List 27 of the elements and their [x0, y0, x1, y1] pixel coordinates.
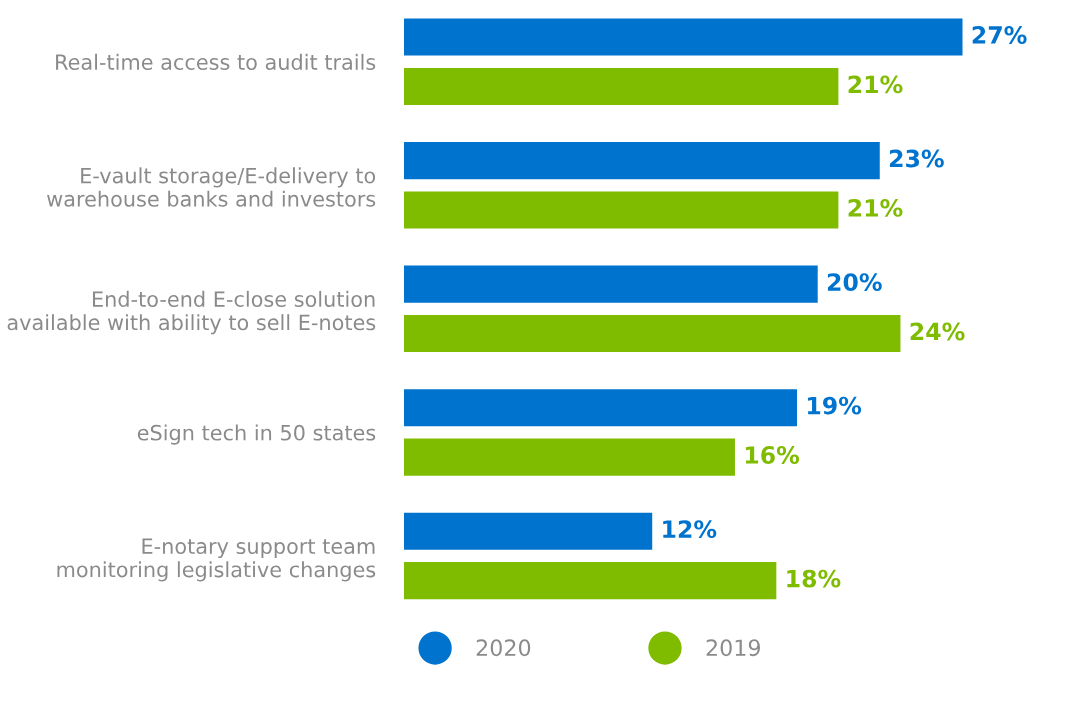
data-label: 23% [889, 149, 944, 168]
data-label: 16% [745, 446, 800, 464]
y-tick-label: Real-time access to audit trails [56, 53, 376, 70]
data-label: 24% [910, 322, 965, 341]
bar [403, 67, 839, 106]
bar [403, 18, 963, 56]
y-tick-label: eSign tech in 50 states [137, 424, 376, 445]
bar [403, 265, 818, 303]
bar [403, 142, 880, 180]
y-tick-label: E-vault storage/E-delivery to warehouse banks and investors [47, 167, 376, 207]
data-label: 27% [972, 26, 1027, 44]
data-label: 18% [787, 569, 841, 588]
legend-label: 2019 [706, 639, 760, 657]
y-tick-label: End-to-end E-close solution available with ability to sell E-notes [7, 290, 376, 335]
bar [403, 389, 798, 427]
bar [403, 512, 653, 550]
bar [403, 315, 901, 353]
data-label: 12% [663, 520, 717, 539]
legend-label: 2020 [476, 639, 531, 657]
data-label: 21% [848, 75, 903, 94]
bar [403, 191, 839, 229]
data-label: 20% [827, 273, 882, 291]
data-label: 19% [808, 396, 862, 415]
y-tick-label: E-notary support team monitoring legislative changes [57, 538, 376, 582]
bar [403, 562, 777, 600]
bar [403, 438, 735, 476]
data-label: 21% [848, 199, 903, 217]
